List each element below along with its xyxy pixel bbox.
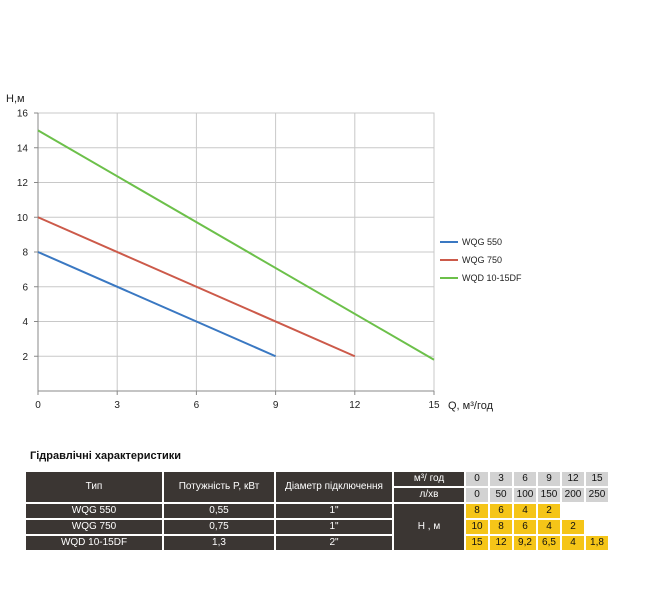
head-cell: 4 [538,520,560,534]
head-cell: 12 [490,536,512,550]
axes [34,112,435,395]
y-tick-label: 4 [22,317,28,328]
col-type-header: Тип [26,472,162,502]
head-cell: 9,2 [514,536,536,550]
legend-label: WQG 550 [462,237,502,247]
y-tick-label: 16 [17,109,29,120]
flow-lmin-cell: 200 [562,488,584,502]
series-line-wqg-750 [37,216,356,358]
flow-m3-cell: 9 [538,472,560,486]
y-tick-label: 8 [22,248,28,259]
head-cell: 15 [466,536,488,550]
flow-m3-cell: 12 [562,472,584,486]
unit-lmin-label: л/хв [394,488,464,502]
series-line-wqd-10-15df [37,129,435,361]
y-tick-label: 14 [17,143,29,154]
flow-lmin-cell: 100 [514,488,536,502]
head-cell-empty [562,504,584,518]
pump-curve-chart: 2 4 6 8 10 12 14 16 0 3 6 9 12 15 H,м Q, м³/год WQG 5… [6,93,522,412]
y-axis-label: H,м [6,93,25,105]
head-cell-empty [586,520,608,534]
table-row: WQG 550 0,55 1" Н , м 8 6 4 2 [26,504,608,550]
legend: WQG 550 WQG 750 WQD 10-15DF [440,237,522,283]
tick-labels: 2 4 6 8 10 12 14 16 0 3 6 9 12 15 [17,109,440,412]
x-tick-label: 0 [35,400,41,411]
x-tick-label: 3 [114,400,120,411]
flow-m3-cell: 15 [586,472,608,486]
row-diameter: 1" [276,504,392,518]
header-row-1: Тип Потужність P, кВт Діаметр підключенн… [26,472,608,502]
flow-m3-cell: 6 [514,472,536,486]
head-cell: 2 [538,504,560,518]
y-tick-label: 2 [22,352,28,363]
flow-lmin-cell: 0 [466,488,488,502]
row-type: WQG 750 [26,520,162,534]
table-title: Гідравлічні характеристики [30,450,182,462]
series-line-wqg-550 [37,251,277,358]
col-diameter-header: Діаметр підключення [276,472,392,502]
row-diameter: 2" [276,536,392,550]
x-tick-label: 15 [428,400,440,411]
head-cell: 6 [514,520,536,534]
head-cell: 8 [466,504,488,518]
flow-lmin-cell: 50 [490,488,512,502]
row-power: 0,75 [164,520,274,534]
flow-m3-cell: 0 [466,472,488,486]
x-tick-label: 6 [194,400,200,411]
head-cell: 2 [562,520,584,534]
head-cell: 6 [490,504,512,518]
x-tick-label: 9 [273,400,279,411]
head-cell: 10 [466,520,488,534]
header-row-2: л/хв 0 50 100 150 200 250 [26,488,608,502]
row-power: 0,55 [164,504,274,518]
head-cell: 6,5 [538,536,560,550]
x-tick-label: 12 [349,400,361,411]
row-power: 1,3 [164,536,274,550]
head-cell: 8 [490,520,512,534]
head-label: Н , м [394,504,464,550]
flow-lmin-cell: 250 [586,488,608,502]
head-cell: 4 [562,536,584,550]
y-tick-label: 6 [22,282,28,293]
head-cell: 1,8 [586,536,608,550]
col-power-header: Потужність P, кВт [164,472,274,502]
head-cell-empty [586,504,608,518]
grid [37,112,435,392]
table-row: WQD 10-15DF 1,3 2" 15 12 9,2 6,5 4 1,8 [26,536,608,550]
flow-m3-cell: 3 [490,472,512,486]
series-lines [37,129,435,361]
row-type: WQD 10-15DF [26,536,162,550]
y-tick-label: 12 [17,178,29,189]
legend-label: WQD 10-15DF [462,273,522,283]
flow-lmin-cell: 150 [538,488,560,502]
row-type: WQG 550 [26,504,162,518]
x-axis-label: Q, м³/год [448,400,494,412]
unit-m3-label: м³/ год [394,472,464,486]
y-tick-label: 10 [17,213,29,224]
hydraulic-spec-table: Тип Потужність P, кВт Діаметр підключенн… [24,470,610,552]
legend-label: WQG 750 [462,255,502,265]
row-diameter: 1" [276,520,392,534]
table-row: WQG 750 0,75 1" 10 8 6 4 2 [26,520,608,534]
head-cell: 4 [514,504,536,518]
